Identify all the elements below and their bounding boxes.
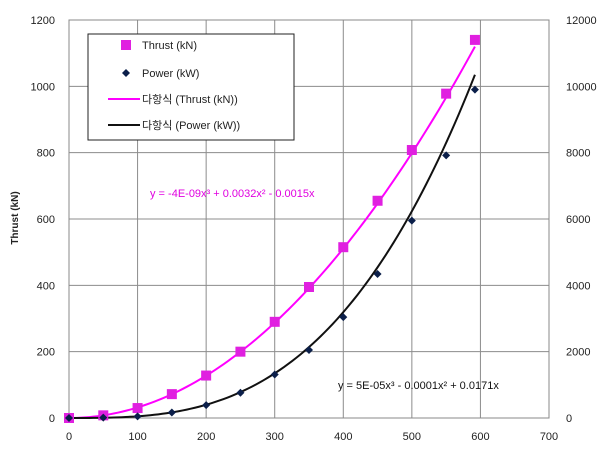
power-point bbox=[373, 270, 382, 279]
thrust-point bbox=[269, 316, 280, 327]
y-tick-label: 1200 bbox=[31, 15, 55, 27]
power-point bbox=[442, 151, 451, 160]
thrust-point bbox=[304, 281, 314, 292]
x-axis-title: rpm bbox=[305, 462, 324, 464]
legend-thrust-trend-label: 다항식 (Thrust (kN)) bbox=[142, 93, 238, 106]
y2-tick-labels: 0 2000 4000 6000 8000 10000 12000 bbox=[566, 15, 597, 425]
plot-frame bbox=[68, 19, 550, 419]
thrust-point bbox=[132, 403, 143, 414]
legend-power-trend-label: 다항식 (Power (kW)) bbox=[142, 119, 240, 132]
legend-power-marker bbox=[122, 69, 130, 77]
thrust-point bbox=[406, 145, 417, 156]
power-point bbox=[167, 408, 176, 417]
y-tick-label: 400 bbox=[37, 280, 55, 292]
y-tick-label: 0 bbox=[49, 413, 55, 425]
legend: Thrust (kN) Power (kW) 다항식 (Thrust (kN))… bbox=[87, 33, 295, 141]
y-axis-title: Thrust (kN) bbox=[10, 191, 21, 244]
power-point bbox=[236, 388, 245, 397]
y-tick-label: 200 bbox=[37, 347, 55, 359]
power-point bbox=[339, 313, 348, 322]
thrust-point bbox=[441, 88, 452, 99]
thrust-point bbox=[338, 242, 349, 253]
thrust-point bbox=[201, 370, 212, 381]
power-point bbox=[99, 413, 108, 422]
x-tick-label: 200 bbox=[197, 431, 215, 443]
y-tick-label: 1000 bbox=[31, 81, 55, 93]
power-point bbox=[133, 412, 142, 421]
y2-tick-label: 6000 bbox=[566, 214, 590, 226]
y2-tick-label: 10000 bbox=[566, 81, 597, 93]
power-equation: y = 5E-05x³ - 0.0001x² + 0.0171x bbox=[338, 380, 499, 392]
x-tick-label: 0 bbox=[66, 431, 72, 443]
y2-tick-label: 8000 bbox=[566, 148, 590, 160]
x-tick-label: 100 bbox=[128, 431, 146, 443]
x-tick-label: 600 bbox=[471, 431, 489, 443]
y-tick-labels: 0 200 400 600 800 1000 1200 bbox=[31, 15, 55, 425]
power-point bbox=[202, 401, 211, 410]
x-tick-labels: 0 100 200 300 400 500 600 700 bbox=[66, 431, 558, 443]
thrust-equation: y = -4E-09x³ + 0.0032x² - 0.0015x bbox=[150, 188, 315, 200]
legend-power-label: Power (kW) bbox=[142, 68, 199, 80]
legend-box bbox=[87, 33, 295, 141]
legend-thrust-marker bbox=[121, 40, 131, 50]
legend-thrust-label: Thrust (kN) bbox=[142, 40, 197, 52]
x-tick-label: 400 bbox=[334, 431, 352, 443]
power-point bbox=[407, 216, 416, 225]
power-point bbox=[65, 414, 73, 422]
power-point bbox=[270, 370, 279, 379]
power-point bbox=[305, 346, 313, 355]
data-markers bbox=[64, 34, 480, 423]
y2-tick-label: 4000 bbox=[566, 280, 590, 292]
y2-tick-label: 2000 bbox=[566, 347, 590, 359]
thrust-point bbox=[372, 195, 383, 206]
x-tick-label: 300 bbox=[266, 431, 284, 443]
thrust-point bbox=[166, 389, 177, 400]
y2-tick-label: 0 bbox=[566, 413, 572, 425]
x-tick-label: 700 bbox=[540, 431, 558, 443]
x-tick-label: 500 bbox=[403, 431, 421, 443]
thrust-point bbox=[235, 346, 246, 357]
thrust-point bbox=[469, 34, 480, 45]
power-point bbox=[470, 85, 479, 94]
y-tick-label: 600 bbox=[37, 214, 55, 226]
y2-tick-label: 12000 bbox=[566, 15, 597, 27]
y-tick-label: 800 bbox=[37, 148, 55, 160]
